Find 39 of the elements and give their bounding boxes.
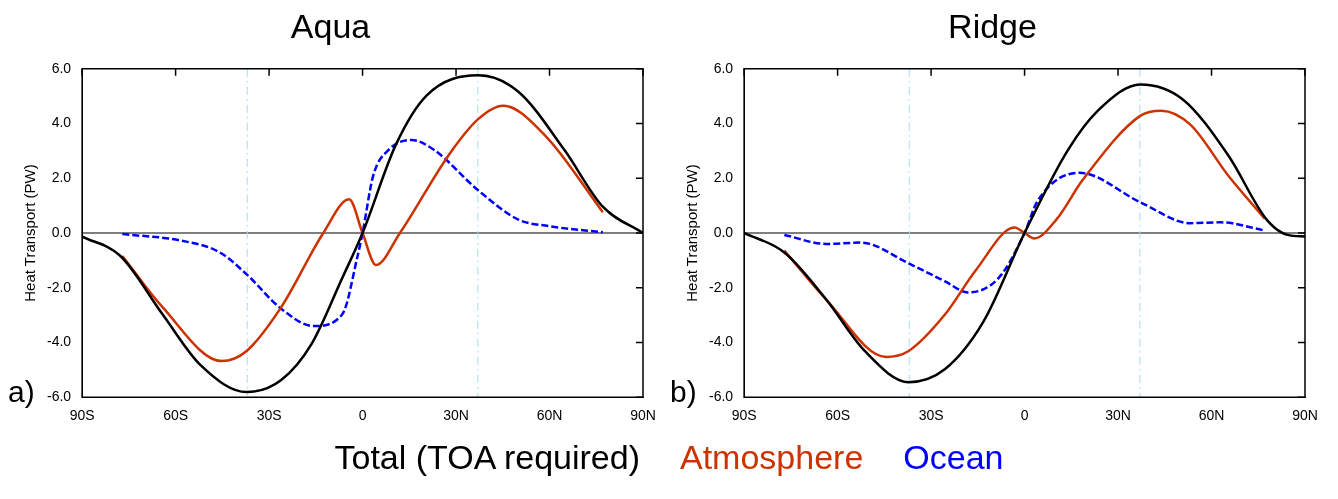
chart-title: Ridge: [948, 6, 1037, 45]
y-axis-title: Heat Transport (PW): [21, 164, 39, 302]
y-tick-label: 4.0: [713, 114, 734, 131]
y-tick-label: 6.0: [713, 59, 734, 76]
y-tick-label: 0.0: [713, 223, 734, 240]
y-tick-label: 0.0: [51, 223, 72, 240]
x-tick-label: 0: [358, 407, 367, 424]
text: Ocean: [903, 438, 1004, 477]
x-tick-label: 60S: [825, 407, 851, 424]
y-tick-label: -6.0: [709, 388, 734, 405]
y-tick-label: 6.0: [51, 59, 72, 76]
y-tick-label: -4.0: [47, 333, 72, 350]
y-tick-label: 2.0: [51, 169, 72, 186]
text: Total (TOA required): [334, 438, 640, 477]
y-tick-label: 4.0: [51, 114, 72, 131]
x-tick-label: 30N: [1105, 407, 1131, 424]
line-series: [121, 138, 605, 328]
line-series: [121, 104, 605, 363]
y-axis-title: Heat Transport (PW): [683, 164, 701, 302]
x-tick-label: 0: [1020, 407, 1029, 424]
y-tick-label: -6.0: [47, 388, 72, 405]
chart-title: Aqua: [290, 6, 371, 45]
x-tick-label: 90N: [630, 407, 656, 424]
text: b): [670, 375, 697, 409]
x-tick-label: 60S: [163, 407, 189, 424]
x-tick-label: 30S: [918, 407, 944, 424]
x-tick-label: 30S: [256, 407, 282, 424]
y-tick-label: -4.0: [709, 333, 734, 350]
y-tick-label: -2.0: [709, 278, 734, 295]
x-tick-label: 90S: [69, 407, 95, 424]
text: Atmosphere: [680, 438, 864, 477]
x-tick-label: 90S: [731, 407, 757, 424]
x-tick-label: 90N: [1292, 407, 1318, 424]
x-tick-label: 30N: [443, 407, 469, 424]
x-tick-label: 60N: [1198, 407, 1225, 424]
y-tick-label: 2.0: [713, 169, 734, 186]
y-tick-label: -2.0: [47, 278, 72, 295]
x-tick-label: 60N: [536, 407, 563, 424]
text: a): [8, 375, 35, 409]
